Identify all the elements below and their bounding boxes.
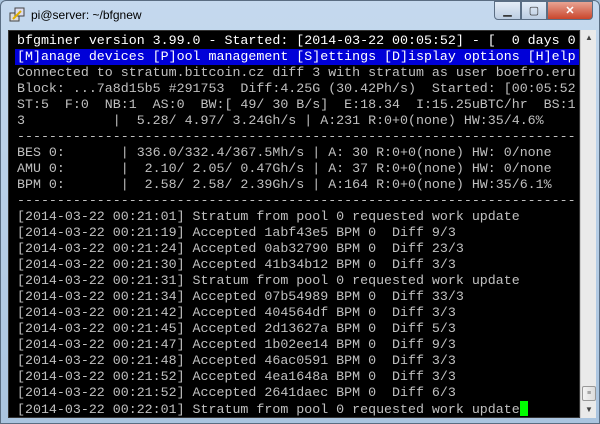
scroll-up-arrow-icon[interactable]: ▲ (585, 33, 593, 42)
log-line: [2014-03-22 00:21:52] Accepted 2641daec … (17, 385, 456, 400)
stats-line: ST:5 F:0 NB:1 AS:0 BW:[ 49/ 30 B/s] E:18… (17, 97, 576, 112)
terminal-cursor (519, 401, 528, 416)
maximize-icon: ▢ (528, 5, 540, 17)
log-text: [2014-03-22 00:22:01] Stratum from pool … (17, 402, 520, 417)
log-line: [2014-03-22 00:21:52] Accepted 4ea1648a … (17, 369, 456, 384)
log-line: [2014-03-22 00:21:42] Accepted 404564df … (17, 305, 456, 320)
log-line-last: [2014-03-22 00:22:01] Stratum from pool … (17, 401, 579, 417)
device-row: BES 0: | 336.0/332.4/367.5Mh/s | A: 30 R… (17, 145, 552, 160)
menu-bar: [M]anage devices [P]ool management [S]et… (15, 49, 579, 65)
title-bar[interactable]: pi@server: ~/bfgnew ▁ ▢ ✕ (1, 1, 599, 29)
close-button[interactable]: ✕ (547, 1, 593, 20)
minimize-button[interactable]: ▁ (494, 1, 521, 20)
connection-line: Connected to stratum.bitcoin.cz diff 3 w… (17, 65, 576, 80)
window-title: pi@server: ~/bfgnew (31, 8, 142, 22)
total-line: 3 | 5.28/ 4.97/ 3.24Gh/s | A:231 R:0+0(n… (17, 113, 544, 128)
scroll-thumb[interactable]: ≡ (582, 386, 596, 401)
log-line: [2014-03-22 00:21:47] Accepted 1b02ee14 … (17, 337, 456, 352)
log-line: [2014-03-22 00:21:48] Accepted 46ac0591 … (17, 353, 456, 368)
minimize-icon: ▁ (503, 5, 512, 17)
block-line: Block: ...7a8d15b5 #291753 Diff:4.25G (3… (17, 81, 576, 96)
device-row: BPM 0: | 2.58/ 2.58/ 2.39Gh/s | A:164 R:… (17, 177, 552, 192)
log-line: [2014-03-22 00:21:24] Accepted 0ab32790 … (17, 241, 464, 256)
scroll-down-arrow-icon[interactable]: ▼ (585, 405, 593, 414)
terminal-output[interactable]: bfgminer version 3.99.0 - Started: [2014… (8, 30, 580, 418)
separator: ----------------------------------------… (17, 129, 576, 144)
header-line: bfgminer version 3.99.0 - Started: [2014… (17, 33, 576, 48)
device-row: AMU 0: | 2.10/ 2.05/ 0.47Gh/s | A: 37 R:… (17, 161, 552, 176)
maximize-button[interactable]: ▢ (521, 1, 547, 20)
log-line: [2014-03-22 00:21:19] Accepted 1abf43e5 … (17, 225, 456, 240)
log-line: [2014-03-22 00:21:01] Stratum from pool … (17, 209, 520, 224)
vertical-scrollbar[interactable]: ▲ ≡ ▼ (580, 30, 596, 418)
log-line: [2014-03-22 00:21:31] Stratum from pool … (17, 273, 520, 288)
log-line: [2014-03-22 00:21:30] Accepted 41b34b12 … (17, 257, 456, 272)
log-line: [2014-03-22 00:21:34] Accepted 07b54989 … (17, 289, 464, 304)
putty-icon (9, 7, 25, 22)
separator: ----------------------------------------… (17, 193, 576, 208)
close-icon: ✕ (565, 5, 575, 17)
log-line: [2014-03-22 00:21:45] Accepted 2d13627a … (17, 321, 456, 336)
